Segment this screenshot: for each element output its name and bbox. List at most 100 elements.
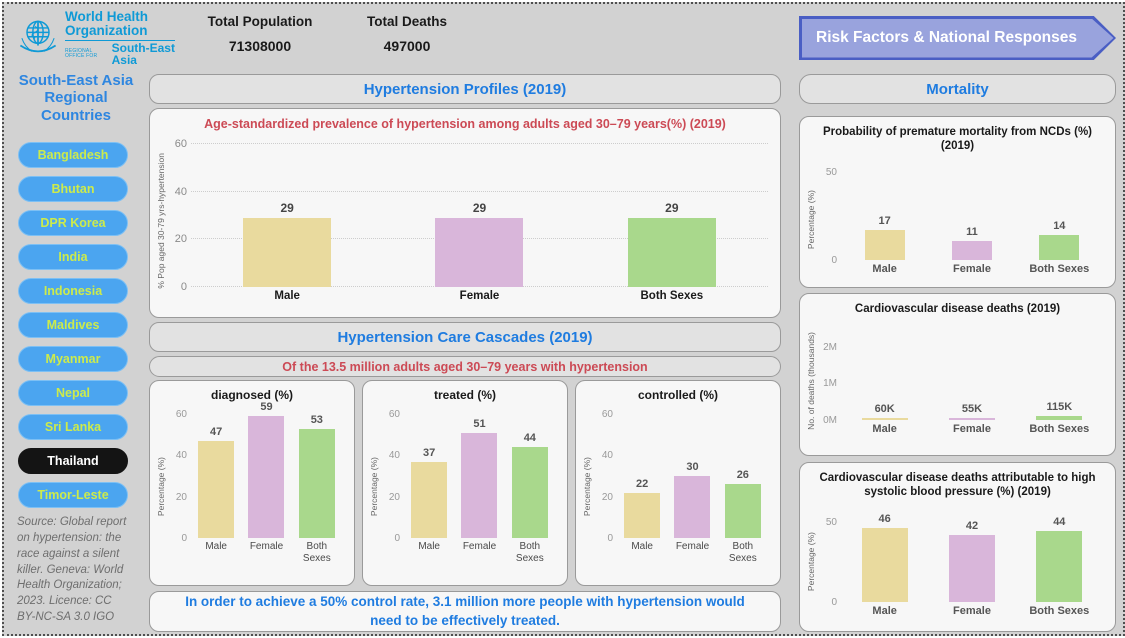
- tick-label: 60: [601, 409, 613, 421]
- total-deaths-value: 497000: [383, 38, 431, 54]
- sidebar-item-maldives[interactable]: Maldives: [18, 312, 128, 338]
- x-axis-label: Both Sexes: [640, 290, 704, 302]
- prevalence-chart-title: Age-standardized prevalence of hypertens…: [204, 117, 726, 131]
- x-axis-label: Male: [274, 290, 300, 302]
- bar-value-label: 59: [260, 401, 273, 414]
- x-axis-labels: Male Female Both Sexes: [191, 541, 342, 565]
- prevalence-chart: % Pop aged 30-79 yrs-hypertension 0 20 40 60…: [156, 137, 768, 304]
- tick-label: 40: [175, 450, 187, 462]
- treated-panel: treated (%) Percentage (%) 0 20 40 60 37 51 44 M…: [362, 380, 568, 586]
- bar: [511, 447, 548, 538]
- bar-group: 44: [505, 432, 555, 538]
- x-axis-label: Female: [953, 604, 991, 617]
- x-axis-labels: Male Female Both Sexes: [841, 423, 1103, 436]
- ncd-chart-title: Probability of premature mortality from …: [822, 126, 1092, 153]
- y-axis-label: Percentage (%): [369, 456, 379, 517]
- bar-value-label: 44: [523, 432, 536, 445]
- y-axis-label: % Pop aged 30-79 yrs-hypertension: [156, 152, 166, 289]
- bar-group: 17: [841, 215, 928, 260]
- bars-row: 60K 55K 115K: [841, 324, 1103, 421]
- diagnosed-chart-title: diagnosed (%): [210, 388, 293, 402]
- bar-value-label: 29: [280, 200, 294, 215]
- bar-group: 22: [617, 478, 667, 538]
- total-population-value: 71308000: [228, 38, 292, 54]
- risk-factors-button-label: Risk Factors & National Responses: [816, 29, 1077, 46]
- plot-column: 29 29 29 Male Female Both Sexes: [191, 137, 768, 304]
- x-axis-label: Both Sexes: [515, 541, 544, 564]
- who-region-label: South-East Asia: [111, 40, 175, 67]
- tick-label: 40: [601, 450, 613, 462]
- risk-factors-button-fill: Risk Factors & National Responses: [801, 18, 1114, 58]
- tick-label: 50: [825, 167, 837, 179]
- x-axis-label: Female: [675, 541, 710, 552]
- tick-label: 20: [388, 491, 400, 503]
- tick-label: 0: [607, 533, 613, 544]
- bar-group: 29: [383, 201, 575, 287]
- x-axis-label: Male: [872, 262, 897, 275]
- cvd-attrib-chart: Percentage (%) 0 50 46 42 44 Male Female Both Se…: [806, 506, 1103, 618]
- x-axis-label: Male: [418, 541, 440, 552]
- chart-body: % Pop aged 30-79 yrs-hypertension 0 20 40 60…: [156, 137, 768, 304]
- sidebar-item-indonesia[interactable]: Indonesia: [18, 278, 128, 304]
- tick-label: 60: [388, 409, 400, 421]
- tick-label: 20: [175, 491, 187, 503]
- risk-factors-button[interactable]: Risk Factors & National Responses: [799, 16, 1116, 60]
- chart-body: Percentage (%) 0 50 17 11 14 Male Female Both Se…: [806, 164, 1103, 276]
- bar-value-label: 60K: [874, 403, 895, 416]
- sidebar-item-thailand[interactable]: Thailand: [18, 448, 128, 474]
- chart-body: Percentage (%) 0 20 40 60 37 51 44 Male Female Bot…: [369, 408, 555, 565]
- bar-group: 47: [191, 426, 241, 538]
- bar-value-label: 115K: [1046, 401, 1073, 414]
- care-cascades-subtitle: Of the 13.5 million adults aged 30–79 ye…: [149, 356, 781, 377]
- bar: [243, 217, 332, 287]
- who-org-name: World Health Organization: [65, 9, 149, 38]
- bar-value-label: 55K: [961, 403, 983, 416]
- plot-area: 47 59 53: [191, 401, 342, 538]
- who-logo-icon: [16, 13, 60, 64]
- tick-label: 40: [174, 185, 187, 198]
- mortality-header[interactable]: Mortality: [799, 74, 1116, 104]
- chart-body: Percentage (%) 0 20 40 60 22 30 26 Male Female Bot…: [582, 408, 768, 565]
- bar: [864, 230, 905, 260]
- bar-group: 26: [718, 469, 768, 538]
- chart-body: Percentage (%) 0 20 40 60 47 59 53 Male Female Bot…: [156, 401, 342, 565]
- bar-group: 14: [1016, 220, 1103, 260]
- bar: [948, 534, 995, 602]
- plot-area: 17 11 14: [841, 164, 1103, 260]
- x-axis-labels: Male Female Both Sexes: [617, 541, 768, 565]
- bar-group: 37: [404, 447, 454, 538]
- y-axis-ticks: 0M 1M 2M: [817, 324, 841, 427]
- plot-area: 46 42 44: [841, 506, 1103, 602]
- x-axis-label: Both Sexes: [302, 541, 331, 564]
- cvd-attrib-chart-title: Cardiovascular disease deaths attributab…: [819, 472, 1096, 499]
- ncd-mortality-panel: Probability of premature mortality from …: [799, 116, 1116, 288]
- plot-column: 37 51 44 Male Female Both Sexes: [404, 408, 555, 565]
- plot-column: 47 59 53 Male Female Both Sexes: [191, 401, 342, 565]
- tick-label: 0: [831, 596, 837, 608]
- x-axis-labels: Male Female Both Sexes: [841, 263, 1103, 276]
- tick-label: 0: [831, 254, 837, 266]
- country-list: Bangladesh Bhutan DPR Korea India Indonesia M…: [18, 142, 128, 508]
- source-citation: Source: Global report on hypertension: t…: [17, 516, 127, 624]
- sidebar-item-nepal[interactable]: Nepal: [18, 380, 128, 406]
- sidebar-item-india[interactable]: India: [18, 244, 128, 270]
- gridline: [191, 143, 768, 145]
- sidebar-item-bhutan[interactable]: Bhutan: [18, 176, 128, 202]
- bar-group: 11: [928, 226, 1015, 260]
- x-axis-label: Both Sexes: [728, 541, 757, 564]
- bar-value-label: 37: [423, 446, 436, 459]
- bar-value-label: 22: [636, 477, 649, 490]
- plot-area: 29 29 29: [191, 137, 768, 287]
- plot-area: 60K 55K 115K: [841, 324, 1103, 421]
- chart-body: No. of deaths (thousands) 0M 1M 2M 60K 55K 115…: [806, 324, 1103, 436]
- sidebar-item-myanmar[interactable]: Myanmar: [18, 346, 128, 372]
- bar: [198, 441, 235, 538]
- sidebar-item-sri-lanka[interactable]: Sri Lanka: [18, 414, 128, 440]
- y-axis-ticks: 0 50: [817, 506, 841, 608]
- sidebar-item-timor-leste[interactable]: Timor-Leste: [18, 482, 128, 508]
- sidebar-item-bangladesh[interactable]: Bangladesh: [18, 142, 128, 168]
- sidebar-item-dpr-korea[interactable]: DPR Korea: [18, 210, 128, 236]
- bar-group: 44: [1016, 516, 1103, 602]
- who-office-label: REGIONAL OFFICE FOR: [65, 47, 98, 59]
